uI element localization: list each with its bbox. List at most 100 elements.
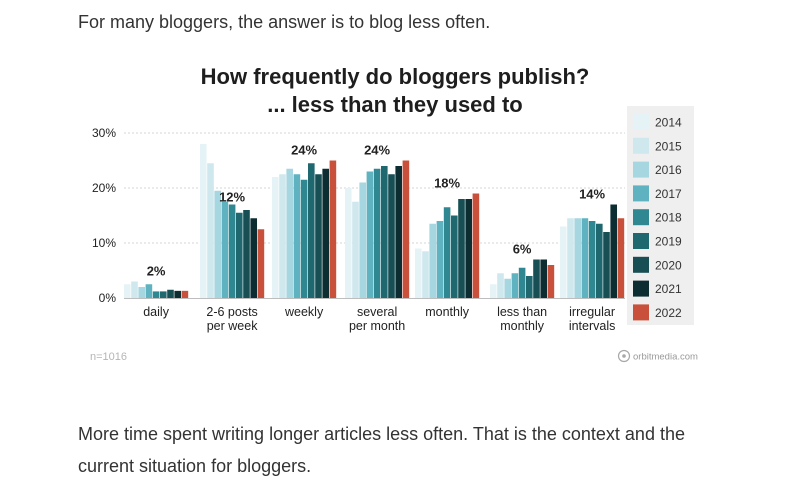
chart-legend: 2014 2015 2016 2017 2018 2019 2020 2021 2022 [627, 106, 694, 325]
bar-2016 [214, 190, 221, 298]
category-label: monthly [425, 305, 470, 319]
bar-2015 [131, 281, 138, 298]
bar-2016 [574, 218, 581, 298]
bar-2018 [152, 291, 160, 298]
data-label: 24% [291, 143, 317, 158]
sample-size-note: n=1016 [90, 351, 127, 363]
orbit-logo-dot-icon [622, 354, 626, 358]
legend-label: 2021 [655, 282, 682, 296]
bar-2021 [610, 204, 617, 298]
chart-title-line: ... less than they used to [267, 92, 523, 117]
bar-2014 [560, 226, 567, 298]
legend-label: 2019 [655, 235, 682, 249]
bar-2014 [490, 284, 497, 298]
bar-2020 [243, 210, 250, 298]
legend-swatch-2014 [633, 114, 649, 130]
legend-label: 2020 [655, 258, 682, 272]
chart-title: How frequently do bloggers publish? ... l… [201, 64, 590, 117]
legend-swatch-2018 [633, 209, 649, 226]
bar-2014 [415, 248, 422, 298]
bar-2022 [617, 218, 625, 298]
legend-swatch-2016 [633, 161, 649, 178]
bar-2017 [436, 221, 444, 298]
category-label: intervals [569, 319, 616, 333]
bar-2016 [286, 168, 293, 298]
bar-2017 [221, 201, 229, 298]
bar-2017 [581, 218, 589, 298]
outro-paragraph: More time spent writing longer articles … [78, 424, 685, 476]
bar-2014 [200, 144, 207, 298]
bar-2018 [588, 221, 596, 298]
category-label: daily [143, 305, 169, 319]
bar-2021 [395, 166, 402, 298]
bar-2022 [402, 160, 410, 298]
bar-2016 [504, 278, 511, 298]
y-tick-label: 10% [92, 236, 116, 250]
intro-paragraph: For many bloggers, the answer is to blog… [78, 12, 491, 32]
bar-2021 [250, 218, 257, 298]
bar-2020 [315, 174, 322, 298]
bar-2016 [429, 223, 436, 298]
data-label: 18% [434, 176, 460, 191]
bar-2019 [308, 163, 315, 298]
bar-2018 [443, 207, 451, 298]
bar-2015 [207, 163, 214, 298]
y-tick-label: 0% [99, 291, 117, 305]
orbit-logo-icon [617, 349, 631, 363]
bar-2022 [181, 290, 189, 298]
legend-label: 2015 [655, 139, 682, 153]
legend-swatch-2017 [633, 185, 649, 202]
source-credit: orbitmedia.com [633, 352, 698, 363]
bar-2022 [257, 229, 265, 298]
bar-2021 [174, 290, 181, 298]
bar-2019 [451, 215, 458, 298]
legend-swatch-2021 [633, 280, 649, 297]
legend-label: 2018 [655, 211, 682, 225]
bar-2014 [272, 177, 279, 298]
bar-2020 [388, 174, 395, 298]
chart-bars [124, 144, 625, 298]
bar-2015 [279, 174, 286, 298]
bar-2016 [359, 182, 366, 298]
category-label: less than [497, 305, 547, 319]
bar-2017 [293, 174, 301, 298]
bar-2014 [345, 188, 352, 298]
bar-2014 [124, 284, 131, 298]
category-label: monthly [500, 319, 545, 333]
chart-footer: n=1016 orbitmedia.com [90, 349, 698, 363]
legend-label: 2016 [655, 163, 682, 177]
bar-2015 [422, 251, 429, 298]
legend-swatch-2022 [633, 304, 649, 321]
legend-label: 2014 [655, 116, 682, 130]
bar-2020 [533, 259, 540, 298]
bar-2022 [547, 265, 555, 298]
data-label: 24% [364, 143, 390, 158]
category-label: weekly [284, 305, 324, 319]
bar-2019 [160, 291, 167, 298]
category-label: 2-6 posts [206, 305, 257, 319]
bar-2015 [497, 273, 504, 298]
bar-2020 [458, 199, 465, 298]
y-tick-label: 20% [92, 181, 116, 195]
bar-2016 [138, 287, 145, 298]
data-label: 2% [147, 264, 166, 279]
category-label: per week [207, 319, 258, 333]
category-label: per month [349, 319, 405, 333]
data-label: 12% [219, 189, 245, 204]
y-tick-label: 30% [92, 126, 116, 140]
legend-swatch-2019 [633, 233, 649, 249]
bar-2020 [167, 289, 174, 298]
chart-data-labels: 2% 12% 24% 24% 18% 6% 14% [147, 143, 606, 279]
legend-label: 2022 [655, 306, 682, 320]
bar-2018 [373, 168, 381, 298]
bar-2020 [603, 232, 610, 298]
bar-2015 [567, 218, 574, 298]
legend-label: 2017 [655, 187, 682, 201]
bar-2019 [596, 223, 603, 298]
data-label: 6% [513, 242, 532, 257]
chart-title-line: How frequently do bloggers publish? [201, 64, 590, 89]
legend-swatch-2015 [633, 137, 649, 154]
bar-2018 [518, 267, 526, 298]
